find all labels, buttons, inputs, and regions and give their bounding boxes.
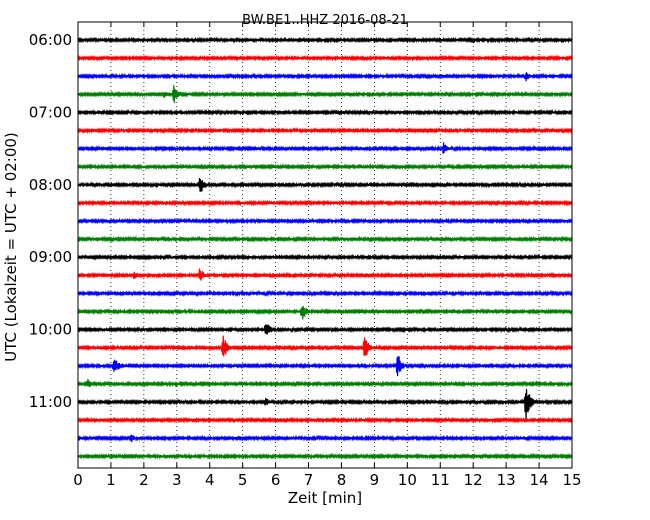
trace-line — [77, 235, 573, 243]
x-tick-label: 15 — [562, 471, 581, 489]
trace-line — [77, 85, 573, 103]
trace-line — [77, 388, 573, 423]
trace-line — [77, 335, 573, 357]
x-tick-label: 1 — [106, 471, 116, 489]
x-axis: 0 1 2 3 4 5 6 7 8 9 10 11 12 13 14 15 — [73, 22, 582, 489]
x-tick-label: 0 — [73, 471, 83, 489]
trace-line — [77, 72, 573, 82]
y-tick-label: 08:00 — [29, 176, 72, 194]
x-tick-label: 14 — [530, 471, 549, 489]
x-axis-label: Zeit [min] — [288, 489, 362, 507]
y-tick-label: 06:00 — [29, 31, 72, 49]
trace-line — [77, 199, 573, 207]
x-tick-label: 8 — [337, 471, 347, 489]
trace-line — [77, 452, 573, 460]
x-tick-label: 2 — [139, 471, 149, 489]
x-tick-label: 6 — [271, 471, 281, 489]
trace-line — [77, 142, 573, 154]
x-tick-label: 13 — [497, 471, 516, 489]
trace-line — [77, 163, 573, 171]
trace-line — [77, 253, 573, 261]
y-axis-label: UTC (Lokalzeit = UTC + 02:00) — [2, 132, 20, 362]
chart-title: BW.BE1..HHZ 2016-08-21 — [242, 13, 408, 28]
trace-line — [77, 289, 573, 298]
x-tick-label: 10 — [398, 471, 417, 489]
plot-frame — [77, 21, 573, 469]
trace-line — [77, 379, 573, 388]
trace-line — [77, 268, 573, 281]
x-tick-label: 5 — [238, 471, 248, 489]
x-tick-label: 4 — [205, 471, 215, 489]
trace-line — [77, 217, 573, 225]
x-tick-label: 9 — [370, 471, 380, 489]
traces-layer — [77, 36, 573, 460]
y-tick-label: 09:00 — [29, 248, 72, 266]
y-tick-label: 10:00 — [29, 321, 72, 339]
x-tick-label: 7 — [304, 471, 314, 489]
trace-line — [77, 36, 573, 44]
trace-line — [77, 54, 573, 62]
x-tick-label: 3 — [172, 471, 182, 489]
y-tick-label: 07:00 — [29, 103, 72, 121]
trace-line — [77, 434, 573, 443]
trace-line — [77, 356, 573, 377]
trace-line — [77, 126, 573, 135]
y-axis: 06:00 07:00 08:00 09:00 10:00 11:00 — [29, 31, 72, 411]
trace-line — [77, 108, 573, 117]
trace-line — [77, 177, 573, 192]
x-tick-label: 12 — [464, 471, 483, 489]
trace-line — [77, 324, 573, 335]
trace-line — [77, 416, 573, 424]
y-tick-label: 11:00 — [29, 393, 72, 411]
x-tick-label: 11 — [431, 471, 450, 489]
trace-line — [77, 306, 573, 320]
